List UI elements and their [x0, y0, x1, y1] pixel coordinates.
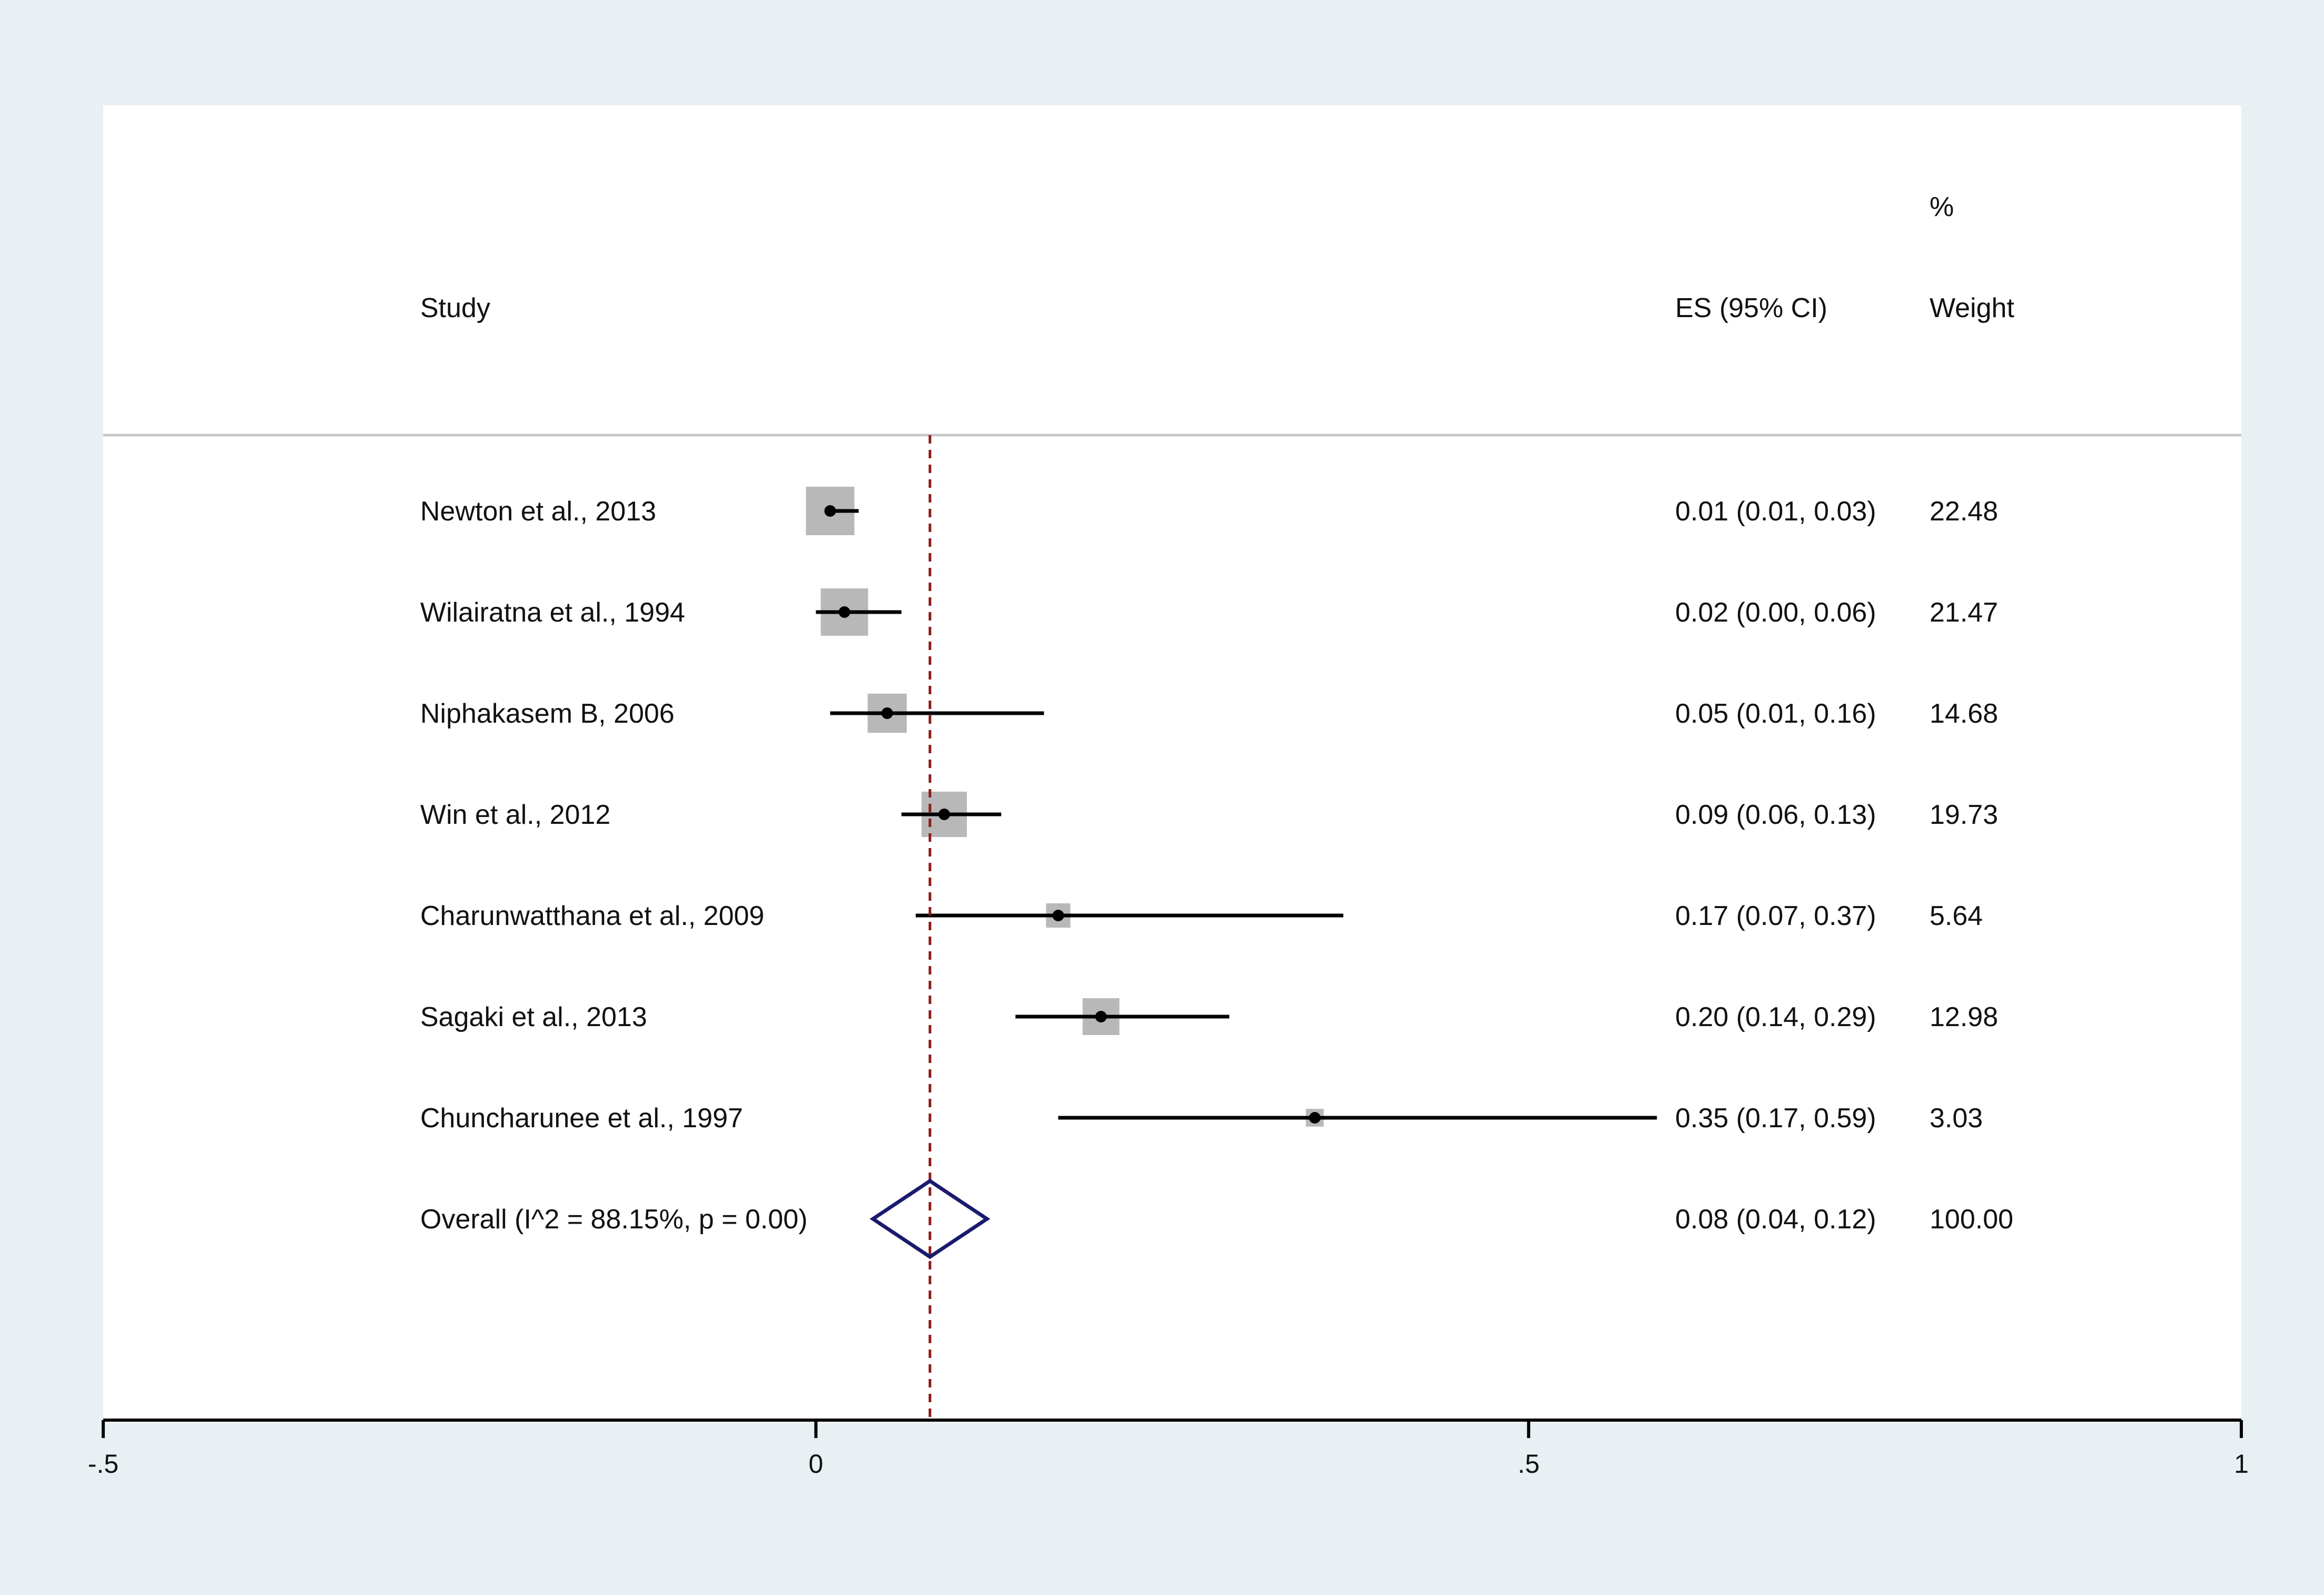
point-estimate — [1095, 1011, 1107, 1022]
x-tick-label: .5 — [1518, 1449, 1540, 1479]
point-estimate — [1309, 1112, 1321, 1124]
plot-area — [103, 105, 2241, 1422]
study-weight: 22.48 — [1930, 496, 1998, 527]
effect-size-ci: 0.02 (0.00, 0.06) — [1675, 597, 1876, 628]
study-name: Wilairatna et al., 1994 — [420, 597, 685, 628]
study-rows: Newton et al., 2013 0.01 (0.01, 0.03) 22.4… — [420, 496, 2013, 1235]
point-estimate — [881, 707, 893, 719]
x-tick-label: 1 — [2234, 1449, 2249, 1479]
study-name: Charunwatthana et al., 2009 — [420, 901, 764, 931]
study-weight: 14.68 — [1930, 698, 1998, 729]
overall-label: Overall (I^2 = 88.15%, p = 0.00) — [420, 1204, 807, 1235]
x-tick-label: 0 — [808, 1449, 823, 1479]
weight-header-percent: % — [1930, 192, 1954, 222]
study-name: Niphakasem B, 2006 — [420, 698, 675, 729]
study-weight: 19.73 — [1930, 800, 1998, 830]
x-tick-label: -.5 — [88, 1449, 118, 1479]
point-estimate — [938, 809, 950, 820]
study-weight: 3.03 — [1930, 1103, 1983, 1134]
effect-size-ci: 0.05 (0.01, 0.16) — [1675, 698, 1876, 729]
overall-effect-size-ci: 0.08 (0.04, 0.12) — [1675, 1204, 1876, 1235]
point-estimate — [838, 606, 851, 618]
weight-header: Weight — [1930, 293, 2014, 323]
study-name: Newton et al., 2013 — [420, 496, 656, 527]
plot-marks — [806, 435, 1657, 1420]
study-header: Study — [420, 293, 490, 323]
overall-weight: 100.00 — [1930, 1204, 2013, 1235]
effect-size-ci: 0.20 (0.14, 0.29) — [1675, 1002, 1876, 1032]
study-weight: 12.98 — [1930, 1002, 1998, 1032]
overall-diamond — [869, 1178, 991, 1259]
study-weight: 5.64 — [1930, 901, 1983, 931]
effect-size-ci: 0.35 (0.17, 0.59) — [1675, 1103, 1876, 1134]
point-estimate — [1052, 910, 1064, 921]
es-header: ES (95% CI) — [1675, 293, 1827, 323]
effect-size-ci: 0.17 (0.07, 0.37) — [1675, 901, 1876, 931]
point-estimate — [824, 505, 836, 517]
study-name: Sagaki et al., 2013 — [420, 1002, 647, 1032]
effect-size-ci: 0.09 (0.06, 0.13) — [1675, 800, 1876, 830]
study-weight: 21.47 — [1930, 597, 1998, 628]
study-name: Chuncharunee et al., 1997 — [420, 1103, 743, 1134]
study-name: Win et al., 2012 — [420, 800, 610, 830]
x-axis: -.5 0 .5 1 — [88, 1419, 2249, 1479]
effect-size-ci: 0.01 (0.01, 0.03) — [1675, 496, 1876, 527]
